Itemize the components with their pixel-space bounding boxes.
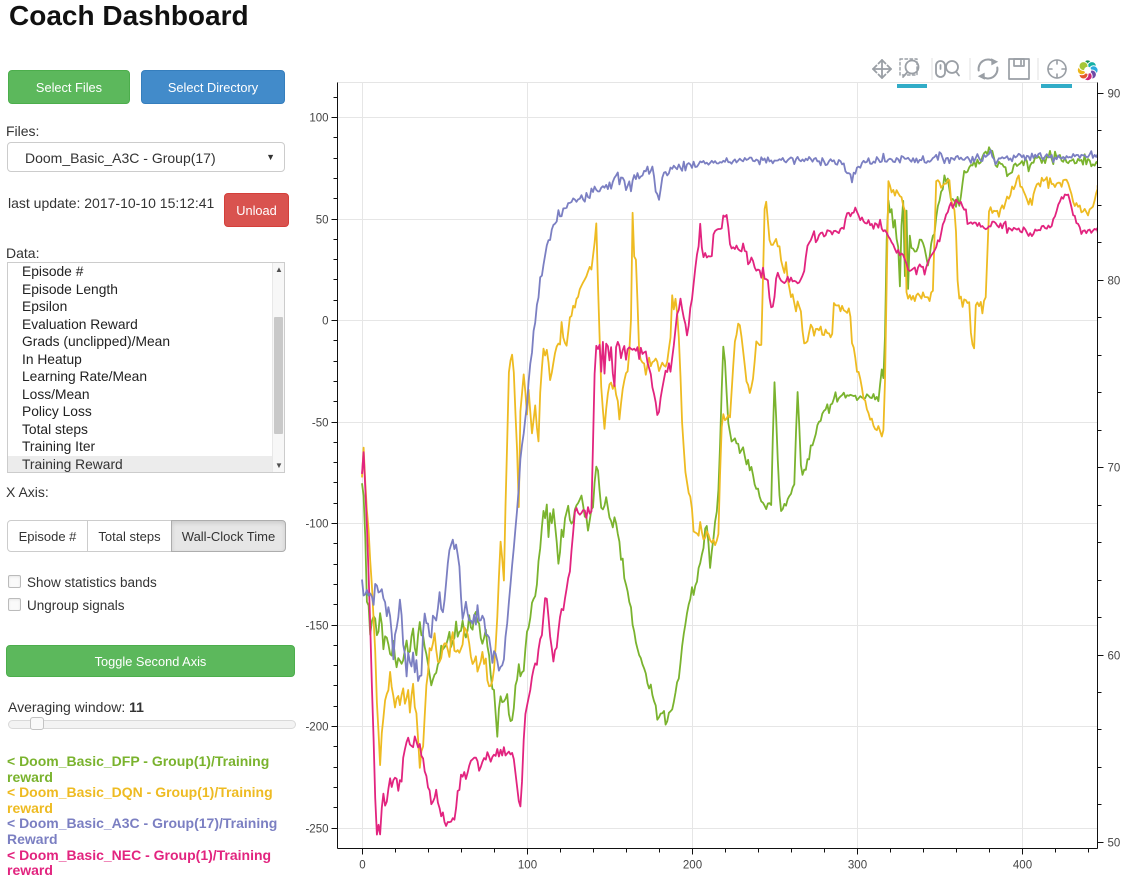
svg-text:0: 0 bbox=[359, 860, 365, 872]
svg-text:-100: -100 bbox=[305, 519, 328, 531]
svg-text:50: 50 bbox=[1108, 838, 1121, 850]
svg-text:400: 400 bbox=[1013, 860, 1032, 872]
svg-text:300: 300 bbox=[848, 860, 867, 872]
svg-text:90: 90 bbox=[1108, 89, 1121, 101]
svg-text:-250: -250 bbox=[305, 824, 328, 836]
svg-text:100: 100 bbox=[309, 113, 328, 125]
svg-text:200: 200 bbox=[683, 860, 702, 872]
svg-text:80: 80 bbox=[1108, 276, 1121, 288]
svg-text:-50: -50 bbox=[312, 418, 329, 430]
svg-text:100: 100 bbox=[518, 860, 537, 872]
svg-text:60: 60 bbox=[1108, 651, 1121, 663]
svg-text:50: 50 bbox=[316, 215, 329, 227]
svg-text:-200: -200 bbox=[305, 722, 328, 734]
svg-text:0: 0 bbox=[322, 316, 328, 328]
svg-text:-150: -150 bbox=[305, 621, 328, 633]
svg-text:70: 70 bbox=[1108, 463, 1121, 475]
